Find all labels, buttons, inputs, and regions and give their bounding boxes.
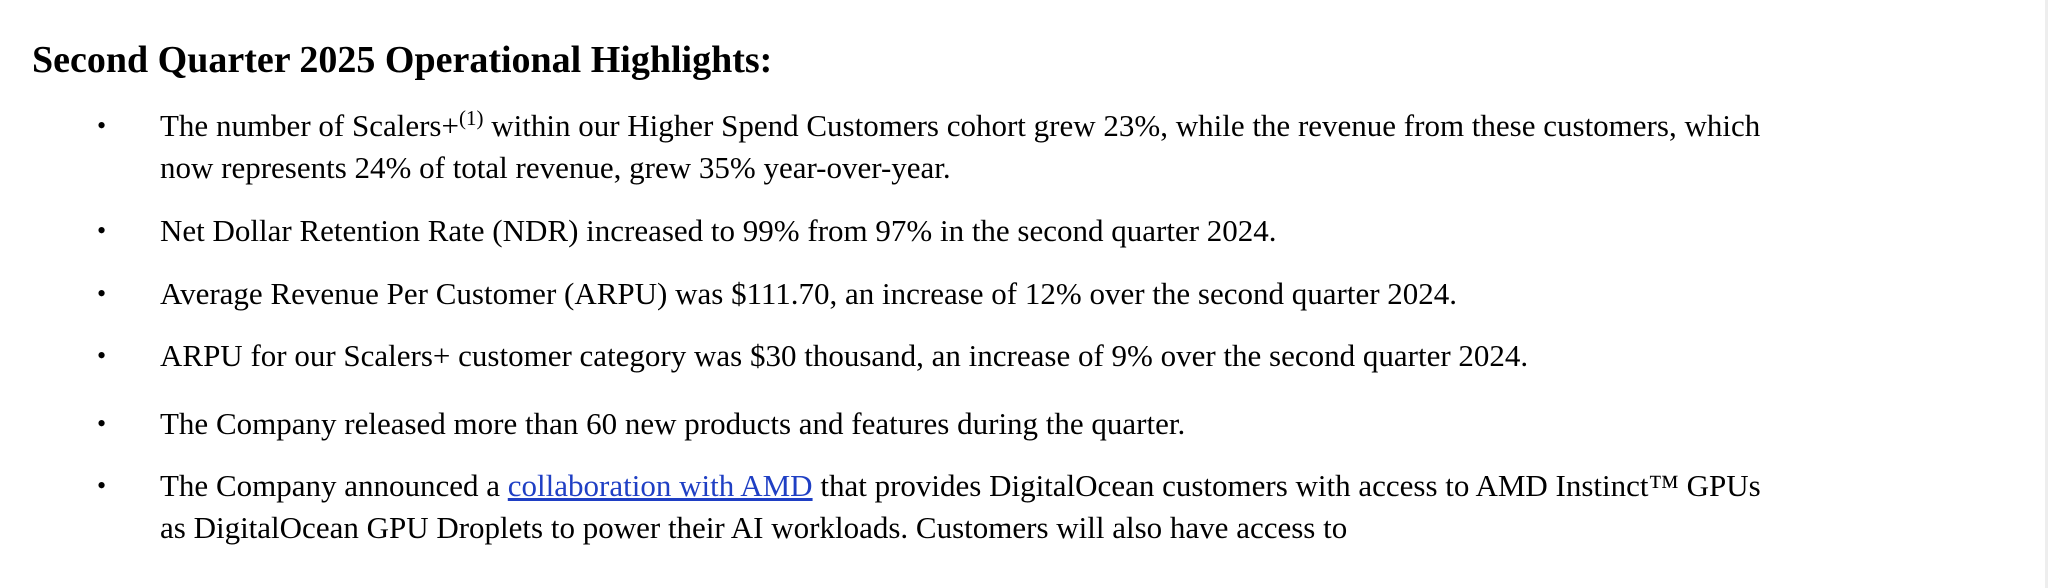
list-item-line: as DigitalOcean GPU Droplets to power th… (160, 510, 1348, 545)
list-item-text: The Company released more than 60 new pr… (160, 406, 1186, 441)
bullet-icon: • (97, 111, 107, 140)
section-heading: Second Quarter 2025 Operational Highligh… (32, 39, 773, 81)
list-item-text: The number of Scalers+(1) within our Hig… (160, 105, 2020, 189)
text-segment: The number of Scalers+ (160, 108, 459, 143)
list-item-text: The Company announced a collaboration wi… (160, 465, 2020, 549)
bullet-icon: • (97, 279, 107, 308)
footnote-marker: (1) (458, 106, 484, 130)
amd-collaboration-link[interactable]: collaboration with AMD (507, 468, 813, 503)
bullet-icon: • (97, 341, 107, 370)
list-item-line: now represents 24% of total revenue, gre… (160, 150, 951, 185)
list-item-line: The Company announced a collaboration wi… (160, 465, 2020, 507)
text-segment: that provides DigitalOcean customers wit… (812, 468, 1761, 503)
bullet-icon: • (97, 216, 107, 245)
page-edge-divider (2045, 0, 2048, 588)
bullet-icon: • (97, 409, 107, 438)
bullet-icon: • (97, 471, 107, 500)
list-item-text: ARPU for our Scalers+ customer category … (160, 338, 1529, 373)
list-item-text: Average Revenue Per Customer (ARPU) was … (160, 276, 1458, 311)
list-item-text: Net Dollar Retention Rate (NDR) increase… (160, 213, 1277, 248)
text-segment: The Company announced a (160, 468, 508, 503)
text-segment: within our Higher Spend Customers cohort… (483, 108, 1761, 143)
list-item-line: The number of Scalers+(1) within our Hig… (160, 105, 2020, 147)
